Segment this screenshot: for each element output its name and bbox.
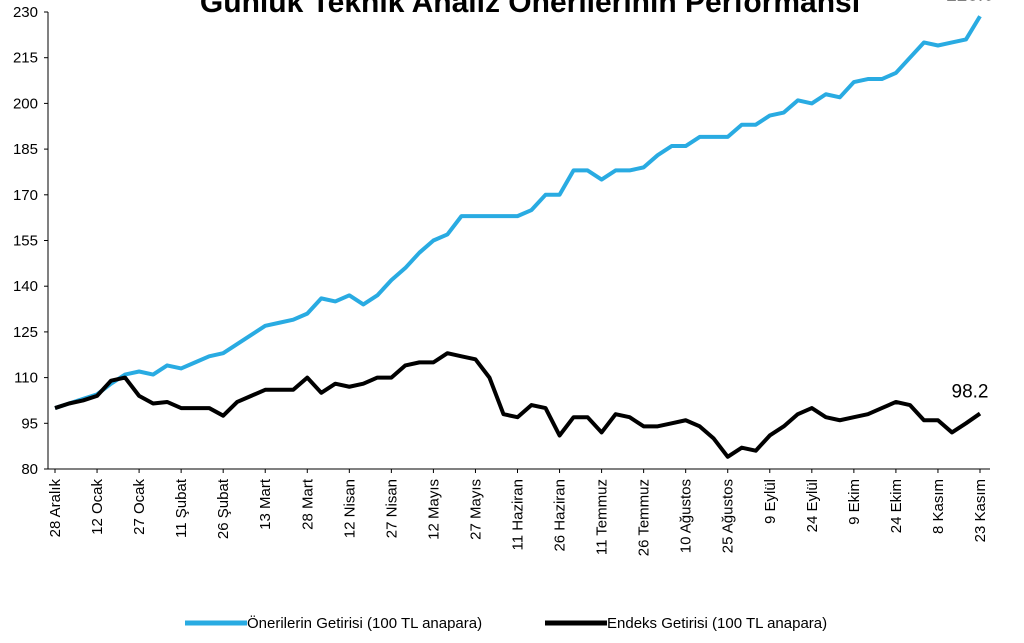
y-tick-label: 80 <box>21 461 38 478</box>
x-tick-label: 11 Temmuz <box>594 479 611 555</box>
y-tick-label: 140 <box>13 278 38 295</box>
x-tick-label: 12 Ocak <box>89 479 106 535</box>
series-line <box>54 15 982 410</box>
y-tick-label: 170 <box>13 187 38 204</box>
x-tick-label: 27 Nisan <box>383 479 400 538</box>
x-tick-label: 26 Haziran <box>552 479 569 552</box>
y-tick-label: 110 <box>14 370 38 387</box>
y-tick-label: 230 <box>13 4 38 21</box>
x-tick-label: 27 Ocak <box>131 479 148 535</box>
x-tick-label: 11 Haziran <box>510 479 527 550</box>
y-tick-label: 215 <box>13 50 38 67</box>
x-tick-label: 26 Temmuz <box>636 479 653 556</box>
x-tick-label: 9 Eylül <box>762 479 779 524</box>
x-tick-label: 28 Aralık <box>47 479 64 538</box>
x-tick-label: 26 Şubat <box>215 478 232 539</box>
x-tick-label: 9 Ekim <box>846 479 863 525</box>
x-tick-label: 24 Ekim <box>888 479 905 533</box>
x-tick-label: 23 Kasım <box>972 479 989 542</box>
series-line <box>54 351 982 459</box>
y-tick-label: 185 <box>13 141 38 158</box>
x-tick-label: 12 Mayıs <box>425 479 442 540</box>
end-value-label: 98.2 <box>952 382 989 403</box>
y-tick-label: 155 <box>13 233 38 250</box>
x-tick-label: 8 Kasım <box>930 479 947 534</box>
x-tick-label: 28 Mart <box>299 478 316 530</box>
y-tick-label: 200 <box>13 95 38 112</box>
y-tick-label: 125 <box>13 324 38 341</box>
x-tick-label: 11 Şubat <box>173 478 190 538</box>
x-tick-label: 12 Nisan <box>341 479 358 538</box>
x-tick-label: 10 Ağustos <box>678 479 695 553</box>
x-tick-label: 24 Eylül <box>804 479 821 532</box>
x-tick-label: 13 Mart <box>257 478 274 530</box>
x-tick-label: 25 Ağustos <box>720 479 737 553</box>
legend-label: Önerilerin Getirisi (100 TL anapara) <box>247 614 482 632</box>
legend-label: Endeks Getirisi (100 TL anapara) <box>607 615 827 632</box>
x-tick-label: 27 Mayıs <box>467 479 484 540</box>
chart-title: Günlük Teknik Analiz Önerilerinin Perfor… <box>200 0 860 19</box>
end-value-label: 228.6 <box>946 0 994 5</box>
y-tick-label: 95 <box>21 415 38 432</box>
